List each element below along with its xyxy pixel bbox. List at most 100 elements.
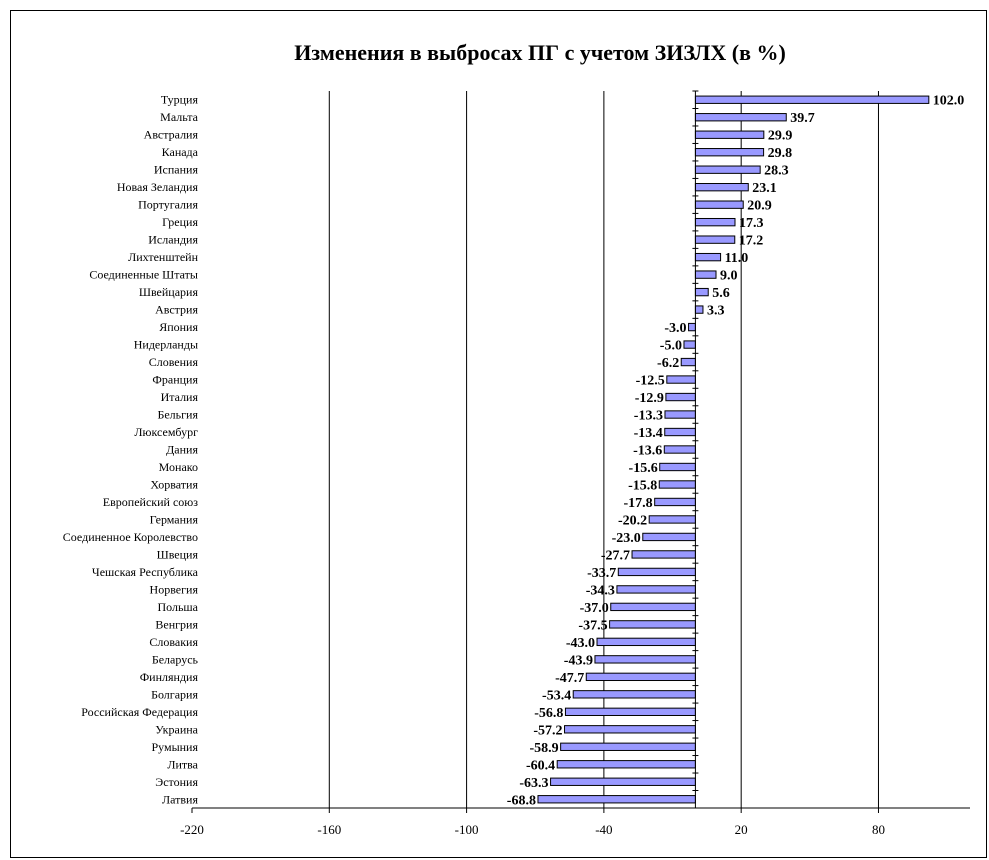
bar [683, 340, 696, 349]
data-label: -33.7 [587, 566, 616, 581]
category-label: Канада [162, 145, 199, 159]
category-label: Соединенное Королевство [63, 530, 198, 544]
category-label: Италия [161, 390, 199, 404]
bar [550, 777, 696, 786]
category-label: Российская Федерация [81, 705, 198, 719]
category-label: Словения [149, 355, 199, 369]
data-label: -17.8 [624, 496, 653, 511]
bar [694, 95, 930, 104]
category-label: Швейцария [139, 285, 199, 299]
x-tick-label: -40 [595, 822, 612, 837]
category-label: Швеция [157, 547, 199, 561]
category-label: Чешская Республика [92, 565, 199, 579]
data-label: -6.2 [657, 356, 679, 371]
data-label: 5.6 [712, 286, 730, 301]
category-label: Люксембург [134, 425, 198, 439]
category-label: Лихтенштейн [128, 250, 198, 264]
bar [694, 130, 765, 139]
bar [616, 585, 696, 594]
category-label: Мальта [160, 110, 198, 124]
data-label: -15.6 [629, 461, 658, 476]
data-label: -43.9 [564, 653, 593, 668]
bar [560, 742, 696, 751]
bar [585, 672, 696, 682]
data-label: 17.2 [739, 234, 764, 249]
x-tick-label: 20 [735, 822, 748, 837]
data-label: -63.3 [519, 776, 548, 791]
data-label: -43.0 [566, 636, 595, 651]
data-label: -68.8 [507, 793, 536, 808]
category-label: Греция [162, 215, 198, 229]
bar [654, 497, 696, 507]
data-label: -3.0 [664, 321, 686, 336]
data-label: -23.0 [612, 531, 641, 546]
x-tick-label: -220 [180, 822, 204, 837]
category-label: Соединенные Штаты [89, 268, 198, 282]
data-label: -37.0 [580, 601, 609, 616]
gridlines [328, 91, 879, 808]
bar [694, 217, 736, 227]
data-label: -58.9 [529, 741, 558, 756]
bar [664, 410, 696, 419]
bar [680, 357, 696, 367]
bar [631, 550, 696, 559]
data-label: -34.3 [586, 583, 615, 598]
bar [694, 287, 709, 297]
bar [537, 795, 696, 804]
bar [564, 725, 696, 734]
data-label: 3.3 [707, 304, 725, 319]
bar [610, 602, 696, 612]
data-label: 29.8 [768, 146, 793, 161]
category-label: Украина [155, 722, 198, 736]
category-labels: Турция Мальта Австралия Канада Испания Новая … [63, 93, 199, 807]
data-label: 11.0 [725, 251, 749, 266]
bar [694, 305, 704, 314]
category-label: Нидерланды [134, 338, 198, 352]
bar [694, 113, 787, 122]
category-label: Исландия [148, 233, 198, 247]
data-label: -13.3 [634, 409, 663, 424]
bar [664, 427, 696, 437]
bar [688, 322, 696, 332]
category-label: Венгрия [155, 617, 198, 631]
data-label: 20.9 [747, 199, 772, 214]
data-label: -13.4 [634, 426, 663, 441]
bar [658, 480, 696, 489]
category-label: Литва [167, 757, 198, 771]
category-label: Испания [154, 163, 199, 177]
category-label: Франция [152, 373, 198, 387]
bar [694, 200, 744, 209]
category-label: Европейский союз [103, 495, 198, 509]
category-label: Япония [159, 320, 198, 334]
bar [694, 165, 761, 174]
data-label: -56.8 [534, 706, 563, 721]
data-label: 29.9 [768, 129, 793, 144]
data-labels: 102.0 39.7 29.9 29.8 28.3 23.1 20.9 17.3 17.2 11.… [507, 94, 965, 809]
category-label: Румыния [151, 740, 198, 754]
data-label: -15.8 [628, 478, 657, 493]
bar [694, 252, 722, 262]
bar [663, 445, 696, 454]
data-label: 102.0 [933, 94, 965, 109]
data-label: -47.7 [555, 671, 584, 686]
data-label: -53.4 [542, 688, 571, 703]
data-label: -57.2 [533, 723, 562, 738]
category-label: Польша [157, 600, 198, 614]
bar [694, 183, 749, 192]
bars [537, 95, 930, 804]
category-label: Бельгия [157, 408, 198, 422]
x-tick-labels: -220 -160 -100 -40 20 80 [180, 822, 885, 837]
bar [572, 690, 696, 699]
data-label: -12.9 [635, 391, 664, 406]
bar [564, 707, 696, 716]
data-label: -5.0 [660, 339, 682, 354]
category-label: Беларусь [152, 652, 199, 666]
bar [617, 567, 696, 577]
data-label: -37.5 [578, 618, 607, 633]
chart-frame [10, 10, 987, 858]
category-label: Австралия [144, 128, 199, 142]
category-label: Финляндия [140, 670, 199, 684]
category-label: Эстония [155, 775, 198, 789]
x-tick-label: -100 [455, 822, 479, 837]
category-label: Новая Зеландия [117, 180, 199, 194]
